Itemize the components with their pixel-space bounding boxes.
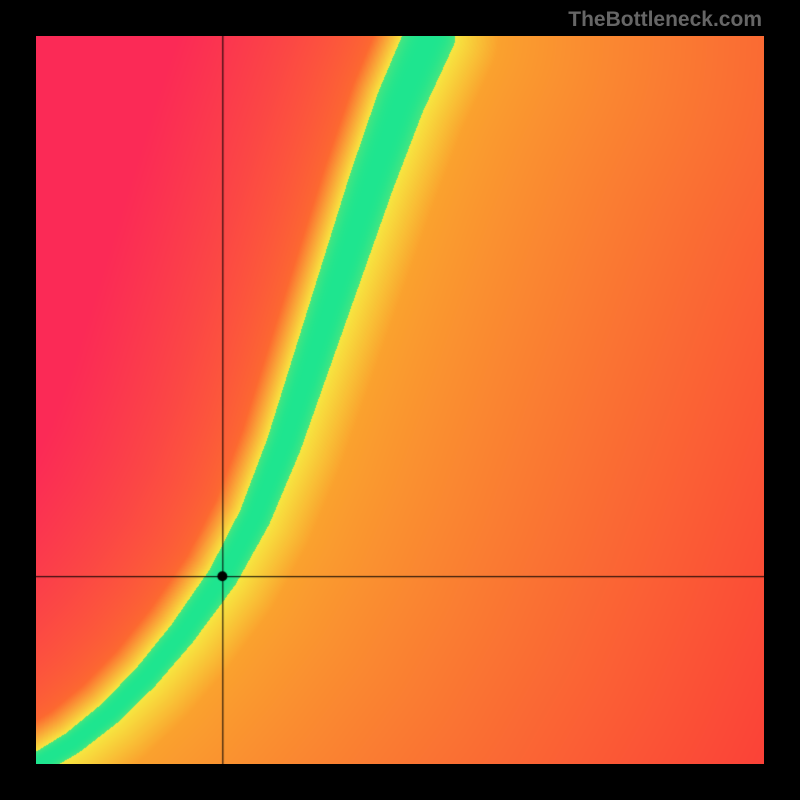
watermark-text: TheBottleneck.com [568, 8, 762, 32]
heatmap-canvas [36, 36, 764, 764]
plot-area [36, 36, 764, 764]
chart-container: TheBottleneck.com [0, 0, 800, 800]
